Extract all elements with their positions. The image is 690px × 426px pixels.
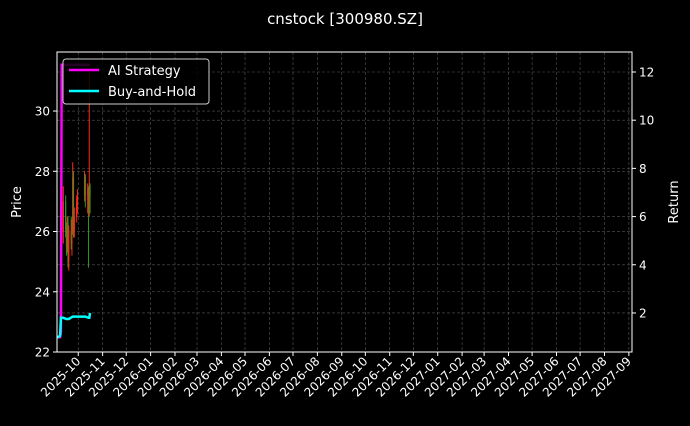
y-right-tick-label: 8 bbox=[639, 162, 647, 176]
candle-body bbox=[76, 201, 78, 217]
y-right-tick-label: 2 bbox=[639, 306, 647, 320]
y-left-tick-label: 26 bbox=[35, 225, 50, 239]
candle-body bbox=[72, 177, 74, 226]
y-left-tick-label: 24 bbox=[35, 285, 50, 299]
legend-label-buy-and-hold: Buy-and-Hold bbox=[108, 85, 196, 100]
x-axis: 2025-102025-112025-122026-012026-022026-… bbox=[38, 352, 634, 400]
candle-body bbox=[83, 177, 86, 196]
y-left-tick-label: 22 bbox=[35, 346, 50, 360]
y-axis-left: 22 24 26 28 30 bbox=[35, 105, 57, 360]
candle-body bbox=[68, 231, 70, 262]
y-right-tick-label: 10 bbox=[639, 114, 654, 128]
y-axis-right: 2 4 6 8 10 12 bbox=[632, 66, 654, 320]
y-right-tick-label: 4 bbox=[639, 258, 647, 272]
candle-body bbox=[73, 216, 75, 232]
plot-frame bbox=[56, 51, 633, 353]
legend: AI Strategy Buy-and-Hold bbox=[62, 58, 210, 105]
candles bbox=[62, 71, 91, 271]
legend-box bbox=[62, 58, 210, 105]
y-axis-left-label: Price bbox=[10, 186, 25, 218]
candle-body bbox=[71, 225, 73, 244]
candle-body bbox=[84, 177, 86, 196]
candle-body bbox=[62, 201, 64, 232]
chart-title: cnstock [300980.SZ] bbox=[267, 10, 423, 28]
candle-body bbox=[66, 222, 68, 247]
candle-body bbox=[65, 201, 67, 232]
candle-body bbox=[70, 231, 72, 244]
legend-label-ai-strategy: AI Strategy bbox=[108, 64, 181, 79]
candle-body bbox=[65, 231, 68, 247]
candle-body bbox=[76, 195, 79, 202]
y-left-tick-label: 28 bbox=[35, 165, 50, 179]
candle-body bbox=[87, 189, 89, 196]
y-left-tick-label: 30 bbox=[35, 105, 50, 119]
candle-body bbox=[87, 201, 90, 208]
candle-body bbox=[89, 186, 91, 196]
candle-body bbox=[72, 177, 75, 232]
y-right-tick-label: 6 bbox=[639, 210, 647, 224]
y-axis-right-label: Return bbox=[667, 180, 682, 223]
candle-body bbox=[67, 222, 69, 262]
series-line-buy-and-hold bbox=[57, 312, 92, 339]
y-right-tick-label: 12 bbox=[639, 66, 654, 80]
candle-body bbox=[88, 186, 90, 208]
